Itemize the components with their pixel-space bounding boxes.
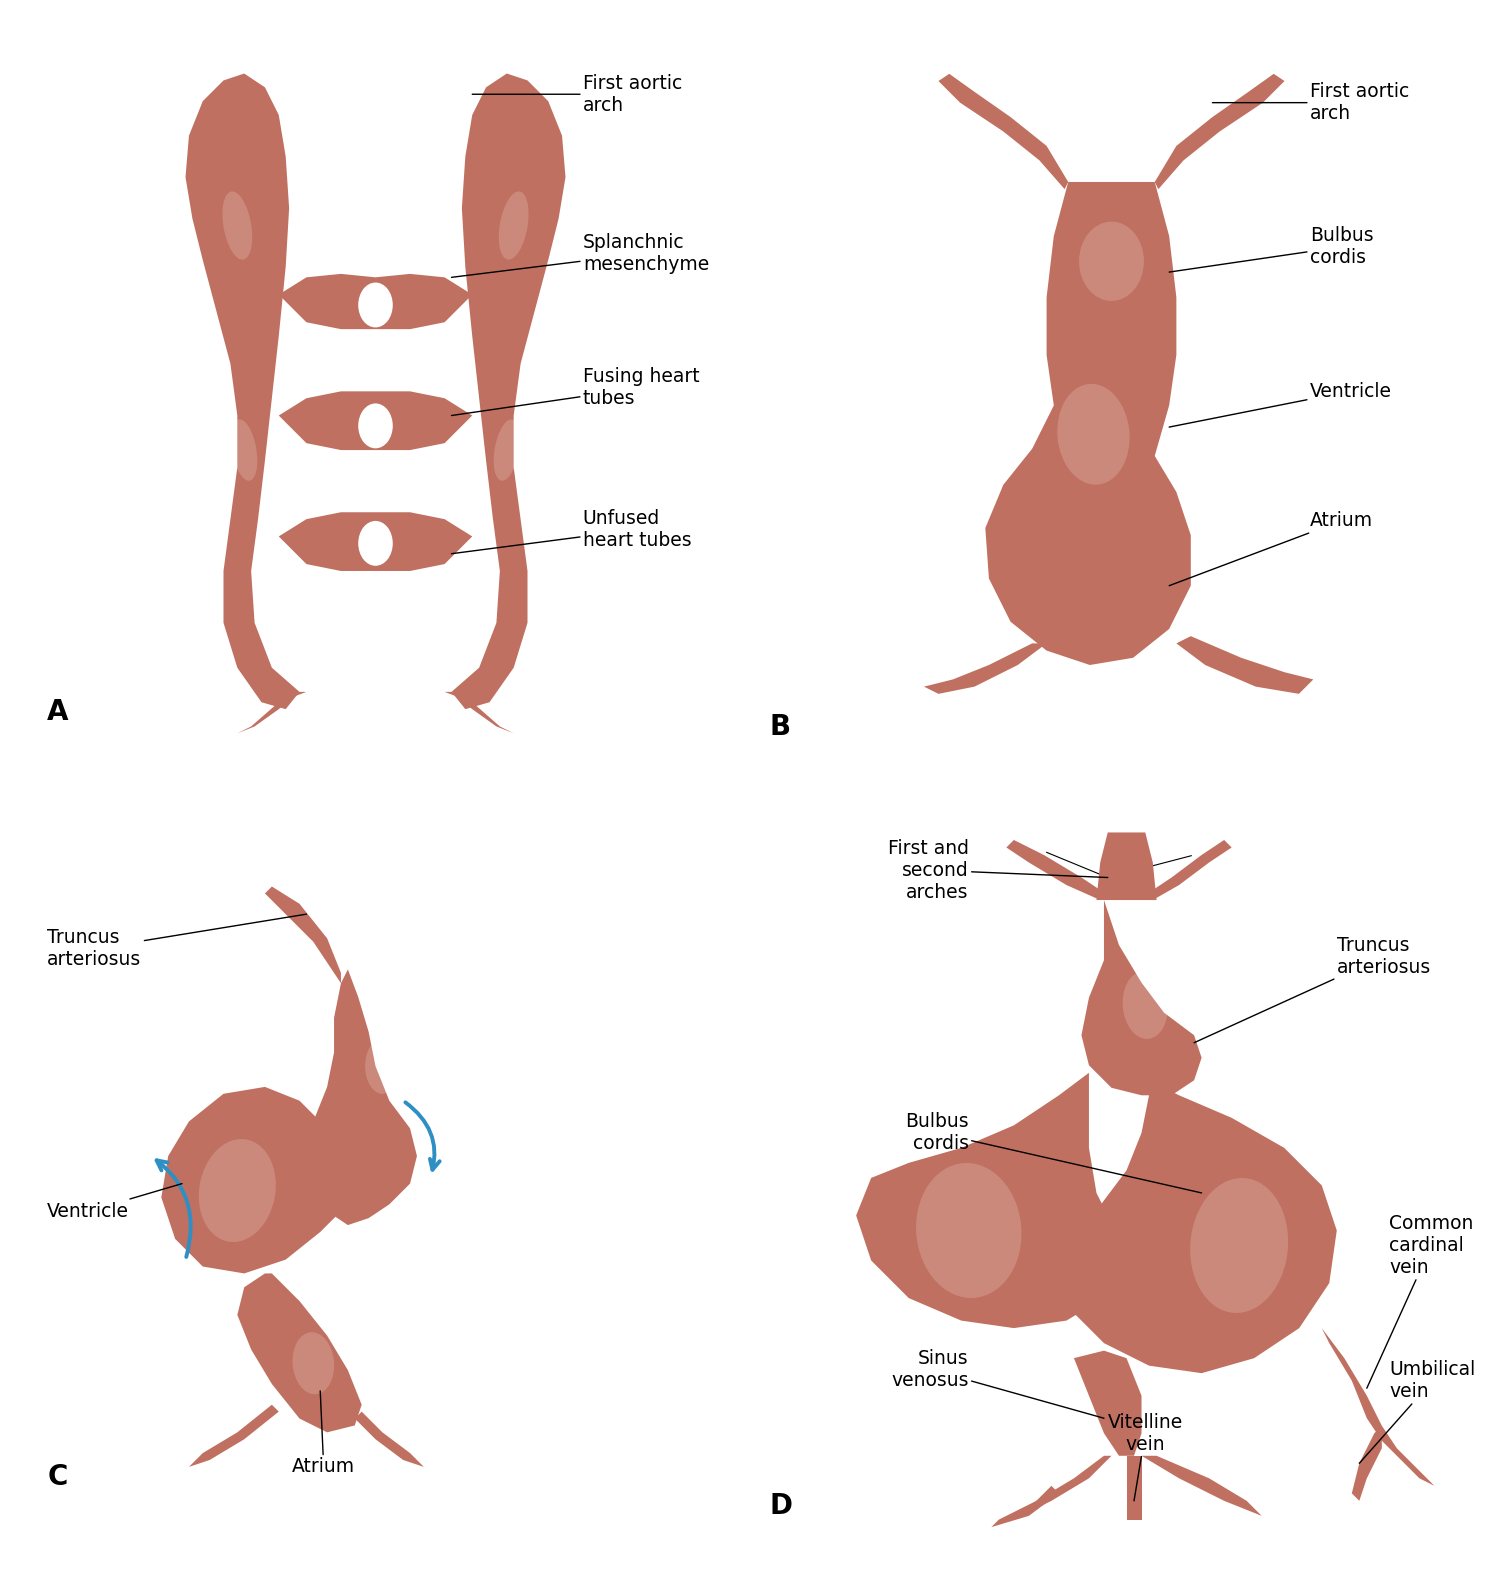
Text: A: A	[48, 698, 69, 726]
Text: First and
second
arches: First and second arches	[888, 838, 1108, 902]
Polygon shape	[1096, 833, 1157, 900]
Polygon shape	[939, 73, 1068, 190]
Polygon shape	[189, 1405, 279, 1467]
Ellipse shape	[231, 419, 257, 481]
Polygon shape	[1149, 840, 1232, 900]
Polygon shape	[161, 1086, 348, 1273]
Text: Ventricle: Ventricle	[1169, 382, 1392, 427]
Ellipse shape	[1057, 384, 1130, 484]
Ellipse shape	[916, 1163, 1021, 1298]
Polygon shape	[306, 970, 418, 1225]
Text: Bulbus
cordis: Bulbus cordis	[906, 1112, 1202, 1193]
Text: Common
cardinal
vein: Common cardinal vein	[1367, 1214, 1473, 1388]
Text: Umbilical
vein: Umbilical vein	[1359, 1360, 1475, 1464]
Text: Ventricle: Ventricle	[48, 1184, 182, 1220]
Text: Truncus
arteriosus: Truncus arteriosus	[48, 914, 306, 969]
Polygon shape	[279, 513, 472, 570]
Polygon shape	[991, 1486, 1059, 1528]
Polygon shape	[445, 691, 514, 733]
Polygon shape	[856, 1072, 1119, 1329]
Polygon shape	[1374, 1426, 1434, 1486]
Ellipse shape	[222, 191, 252, 260]
Polygon shape	[1021, 1456, 1111, 1517]
Ellipse shape	[365, 1039, 400, 1094]
Ellipse shape	[359, 521, 394, 566]
Polygon shape	[186, 73, 299, 709]
Text: Truncus
arteriosus: Truncus arteriosus	[1194, 935, 1431, 1043]
Polygon shape	[237, 1273, 362, 1432]
Ellipse shape	[1190, 1179, 1289, 1313]
Polygon shape	[452, 73, 566, 709]
Text: Bulbus
cordis: Bulbus cordis	[1169, 226, 1373, 272]
Text: Atrium: Atrium	[1169, 511, 1373, 586]
Polygon shape	[1074, 1351, 1142, 1456]
Text: B: B	[769, 712, 790, 741]
Polygon shape	[1066, 1080, 1337, 1373]
Text: Atrium: Atrium	[291, 1391, 356, 1477]
Ellipse shape	[293, 1332, 333, 1394]
Polygon shape	[985, 182, 1191, 664]
Polygon shape	[1142, 1456, 1262, 1517]
Polygon shape	[1322, 1329, 1382, 1440]
Text: Unfused
heart tubes: Unfused heart tubes	[452, 510, 691, 554]
Polygon shape	[1081, 900, 1202, 1096]
Text: Splanchnic
mesenchyme: Splanchnic mesenchyme	[452, 233, 709, 277]
Ellipse shape	[359, 161, 394, 207]
Ellipse shape	[1122, 972, 1169, 1039]
Polygon shape	[354, 1411, 424, 1467]
Text: Sinus
venosus: Sinus venosus	[891, 1349, 1104, 1418]
Ellipse shape	[359, 282, 394, 328]
Ellipse shape	[499, 191, 529, 260]
Ellipse shape	[494, 419, 520, 481]
Polygon shape	[1126, 1456, 1142, 1520]
Text: Fusing heart
tubes: Fusing heart tubes	[452, 368, 700, 416]
Polygon shape	[924, 644, 1047, 695]
Polygon shape	[237, 691, 306, 733]
Polygon shape	[1006, 840, 1104, 900]
Polygon shape	[264, 887, 341, 983]
Polygon shape	[1155, 73, 1284, 190]
Polygon shape	[279, 274, 472, 330]
Text: Vitelline
vein: Vitelline vein	[1107, 1413, 1184, 1501]
Text: D: D	[771, 1491, 793, 1520]
Ellipse shape	[1078, 221, 1145, 301]
Ellipse shape	[198, 1139, 276, 1243]
Text: First aortic
arch: First aortic arch	[472, 73, 682, 115]
Text: First aortic
arch: First aortic arch	[1212, 83, 1409, 123]
Polygon shape	[1176, 636, 1313, 695]
Text: C: C	[48, 1462, 68, 1491]
Polygon shape	[279, 392, 472, 451]
Polygon shape	[1352, 1434, 1382, 1501]
Ellipse shape	[359, 403, 394, 448]
